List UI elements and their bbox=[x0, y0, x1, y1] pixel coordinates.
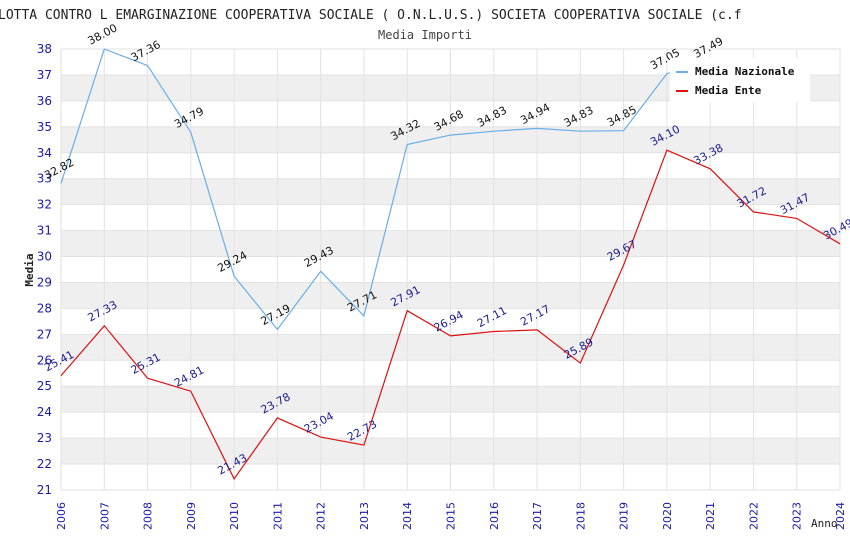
x-tick-label: 2008 bbox=[142, 502, 155, 530]
x-tick-label: 2024 bbox=[834, 502, 847, 530]
y-tick-label: 31 bbox=[37, 224, 52, 238]
y-tick-label: 28 bbox=[37, 301, 52, 315]
data-label: 38.00 bbox=[86, 21, 120, 47]
x-axis-ticks: 2006 2007 2008 2009 2010 2011 2012 2013 2014 2015… bbox=[55, 502, 847, 530]
x-tick-label: 2023 bbox=[791, 502, 804, 530]
y-tick-label: 32 bbox=[37, 198, 52, 212]
data-label: 23.04 bbox=[302, 409, 336, 435]
series-line-media-nazionale bbox=[60, 48, 711, 331]
x-tick-label: 2019 bbox=[618, 502, 631, 530]
y-tick-label: 27 bbox=[37, 327, 52, 341]
x-tick-label: 2015 bbox=[445, 502, 458, 530]
y-tick-label: 37 bbox=[37, 68, 52, 82]
y-tick-label: 34 bbox=[37, 146, 52, 160]
legend-box bbox=[670, 58, 810, 102]
x-tick-label: 2017 bbox=[531, 502, 544, 530]
data-label: 26.94 bbox=[432, 308, 466, 334]
chart-title: LOTTA CONTRO L EMARGINAZIONE COOPERATIVA… bbox=[0, 8, 742, 23]
legend-label-media-nazionale: Media Nazionale bbox=[695, 65, 795, 78]
y-tick-label: 33 bbox=[37, 172, 52, 186]
y-tick-label: 36 bbox=[37, 94, 52, 108]
y-axis-ticks: 21 22 23 24 25 26 27 28 29 30 31 32 33 34 35 36 37 38 bbox=[37, 42, 52, 497]
y-tick-label: 26 bbox=[37, 353, 52, 367]
data-label: 34.83 bbox=[475, 104, 509, 130]
y-tick-label: 23 bbox=[37, 431, 52, 445]
y-tick-label: 38 bbox=[37, 42, 52, 56]
x-tick-label: 2011 bbox=[271, 502, 284, 530]
legend: Media Nazionale Media Ente bbox=[670, 58, 810, 102]
x-tick-label: 2014 bbox=[401, 502, 414, 530]
y-tick-label: 22 bbox=[37, 457, 52, 471]
chart-subtitle: Media Importi bbox=[378, 28, 472, 42]
data-label: 34.85 bbox=[605, 103, 639, 129]
x-tick-label: 2009 bbox=[185, 502, 198, 530]
series-line-media-ente bbox=[60, 149, 841, 480]
x-tick-label: 2022 bbox=[747, 502, 760, 530]
data-label: 25.41 bbox=[42, 348, 76, 374]
y-tick-label: 30 bbox=[37, 250, 52, 264]
y-tick-label: 21 bbox=[37, 483, 52, 497]
y-tick-label: 25 bbox=[37, 379, 52, 393]
data-label: 34.94 bbox=[518, 101, 552, 127]
x-tick-label: 2020 bbox=[661, 502, 674, 530]
x-tick-label: 2013 bbox=[358, 502, 371, 530]
x-tick-label: 2018 bbox=[574, 502, 587, 530]
x-tick-label: 2006 bbox=[55, 502, 68, 530]
x-tick-label: 2007 bbox=[98, 502, 111, 530]
y-tick-label: 35 bbox=[37, 120, 52, 134]
x-tick-label: 2016 bbox=[488, 502, 501, 530]
y-tick-label: 29 bbox=[37, 275, 52, 289]
x-tick-label: 2021 bbox=[704, 502, 717, 530]
legend-label-media-ente: Media Ente bbox=[695, 84, 762, 97]
x-axis-label: Anno bbox=[811, 517, 838, 530]
data-label: 37.36 bbox=[129, 38, 163, 64]
series-lines bbox=[60, 48, 841, 480]
x-tick-label: 2010 bbox=[228, 502, 241, 530]
data-label: 34.83 bbox=[562, 104, 596, 130]
y-axis-label: Media bbox=[23, 253, 36, 286]
x-tick-label: 2012 bbox=[315, 502, 328, 530]
y-tick-label: 24 bbox=[37, 405, 52, 419]
data-label: 37.49 bbox=[691, 35, 725, 61]
